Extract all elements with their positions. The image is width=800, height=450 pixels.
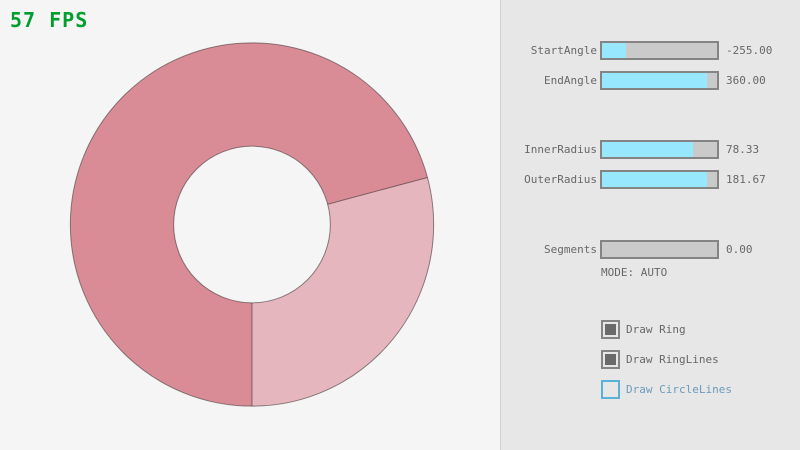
start-angle-slider-fill [602,43,627,58]
inner-radius-slider[interactable] [600,140,719,159]
checkbox-box-icon[interactable] [601,380,620,399]
checkbox-draw-ring-label: Draw Ring [626,323,686,336]
outer-radius-slider[interactable] [600,170,719,189]
checkbox-draw-ring[interactable]: Draw Ring [501,320,800,339]
end-angle-slider-fill [602,73,707,88]
mode-label: MODE: AUTO [601,266,668,279]
checkbox-draw-ringlines[interactable]: Draw RingLines [501,350,800,369]
inner-radius-value: 78.33 [726,143,760,156]
fps-counter: 57 FPS [10,8,89,32]
checkbox-draw-ringlines-label: Draw RingLines [626,353,719,366]
start-angle-value: -255.00 [726,44,773,57]
start-angle-label: StartAngle [530,44,597,57]
start-angle-row: StartAngle -255.00 [501,41,800,60]
outer-radius-slider-fill [602,172,707,187]
checkmark-fill [605,354,616,365]
ring-outer-outline [69,42,435,407]
inner-radius-label: InnerRadius [524,143,597,156]
outer-radius-label: OuterRadius [524,173,597,186]
controls-panel: StartAngle -255.00 EndAngle 360.00 Inner… [500,0,800,450]
segments-row: Segments 0.00 [501,240,800,259]
segments-label: Segments [544,243,597,256]
end-angle-row: EndAngle 360.00 [501,71,800,90]
segments-value: 0.00 [726,243,753,256]
inner-radius-row: InnerRadius 78.33 [501,140,800,159]
inner-radius-slider-fill [602,142,693,157]
outer-radius-row: OuterRadius 181.67 [501,170,800,189]
checkbox-box-icon[interactable] [601,320,620,339]
outer-radius-value: 181.67 [726,173,766,186]
checkbox-draw-circlelines[interactable]: Draw CircleLines [501,380,800,399]
end-angle-slider[interactable] [600,71,719,90]
checkbox-box-icon[interactable] [601,350,620,369]
segments-slider[interactable] [600,240,719,259]
start-angle-slider[interactable] [600,41,719,60]
ring-hole [173,146,331,303]
end-angle-label: EndAngle [544,74,597,87]
checkmark-fill [605,324,616,335]
ring-inner-outline [173,145,331,304]
ring-start-angle-line [327,176,428,205]
end-angle-value: 360.00 [726,74,766,87]
ring-single-sector [252,177,434,407]
checkmark-fill [605,384,616,395]
checkbox-draw-circlelines-label: Draw CircleLines [626,383,732,396]
